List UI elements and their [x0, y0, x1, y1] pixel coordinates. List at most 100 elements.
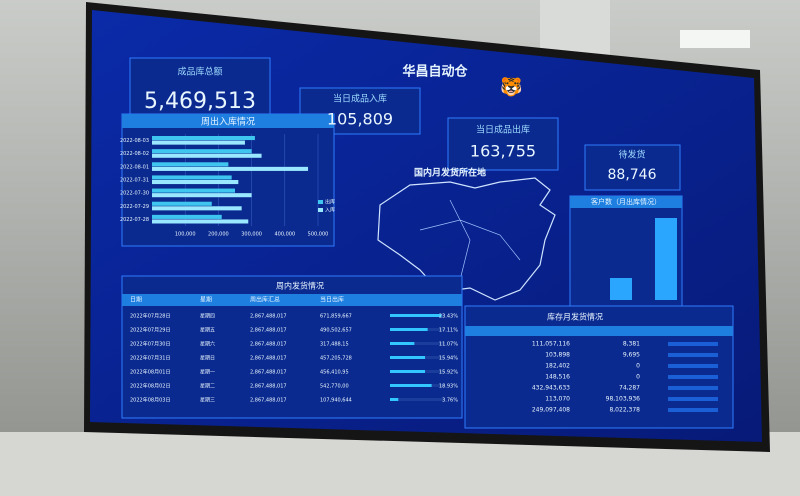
- kpi-card: [447, 117, 559, 171]
- kpi-label: 待发货: [618, 149, 645, 161]
- table-title: 周内发货情况: [276, 281, 324, 291]
- column-header: 日期: [130, 296, 142, 304]
- kpi-label: 当日成品出库: [476, 124, 530, 136]
- x-tick-label: 100,000: [175, 232, 196, 238]
- y-tick-label: 2022-08-03: [120, 138, 149, 144]
- table-cell: 星期一: [200, 370, 215, 376]
- legend-label: 入库: [325, 207, 335, 214]
- table-cell: 0: [636, 363, 640, 370]
- table-cell: 111,057,116: [532, 341, 570, 348]
- table-cell: 2,867,488,017: [250, 342, 287, 348]
- pct-label: 23.43%: [439, 314, 458, 320]
- panel-header: [122, 114, 334, 128]
- map-title: 国内月发货所在地: [414, 167, 486, 179]
- kpi-value: 163,755: [470, 142, 536, 161]
- bar: [152, 162, 229, 167]
- kpi-value: 88,746: [608, 167, 657, 183]
- table-cell: 74,287: [619, 385, 640, 392]
- column-header: 当日出库: [320, 296, 344, 304]
- column-header: 周出库汇总: [250, 296, 280, 304]
- table-cell: 星期二: [200, 384, 215, 390]
- table-cell: 星期五: [200, 328, 215, 334]
- pct-bar: [390, 356, 426, 359]
- customer-bar: [610, 278, 632, 300]
- table-cell: 2022年07月29日: [130, 327, 170, 334]
- pct-label: 11.07%: [439, 342, 458, 348]
- pct-bar: [390, 328, 428, 331]
- y-tick-label: 2022-07-31: [120, 178, 149, 184]
- pct-label: 15.94%: [439, 356, 458, 362]
- table-cell: 2022年07月30日: [130, 341, 170, 348]
- bar: [152, 214, 222, 219]
- table-cell: 456,410,95: [320, 370, 349, 376]
- table-cell: 432,943,633: [532, 385, 570, 392]
- bar: [152, 201, 212, 206]
- kpi-value: 105,809: [327, 110, 393, 129]
- table-cell: 98,103,936: [606, 396, 641, 403]
- x-tick-label: 400,000: [274, 232, 295, 238]
- pct-bar: [390, 314, 442, 317]
- table-cell: 2022年07月31日: [130, 355, 170, 362]
- pct-label: 15.92%: [439, 370, 458, 376]
- table-cell: 182,402: [545, 363, 570, 370]
- bar: [152, 219, 249, 224]
- pct-bar: [390, 342, 415, 345]
- bar: [152, 149, 252, 154]
- table-cell: 2,867,488,017: [250, 370, 287, 376]
- pct-bar: [390, 398, 399, 401]
- table-cell: 107,940,644: [320, 398, 352, 404]
- row-bar: [668, 386, 718, 390]
- bar: [152, 153, 262, 158]
- table-cell: 249,097,408: [532, 407, 570, 414]
- bar: [152, 193, 252, 198]
- table-cell: 2022年07月28日: [130, 313, 170, 320]
- bar: [152, 180, 239, 185]
- table-cell: 2,867,488,017: [250, 314, 287, 320]
- table-cell: 8,381: [623, 341, 640, 348]
- kpi-card: [584, 144, 681, 191]
- pct-label: 18.93%: [439, 384, 458, 390]
- row-bar: [668, 364, 718, 368]
- bar: [152, 140, 245, 145]
- table-cell: 2,867,488,017: [250, 384, 287, 390]
- pct-bar: [390, 384, 432, 387]
- y-tick-label: 2022-08-01: [120, 164, 149, 170]
- table-cell: 9,695: [623, 352, 640, 359]
- y-tick-label: 2022-07-29: [120, 204, 149, 210]
- x-tick-label: 200,000: [208, 232, 229, 238]
- table-header: [122, 294, 462, 306]
- china-map: [377, 177, 556, 301]
- kpi-card: [129, 57, 271, 121]
- kpi-label: 成品库总额: [177, 66, 222, 78]
- row-bar: [668, 342, 718, 346]
- panel-header: [570, 196, 682, 208]
- ceiling-light: [680, 30, 750, 48]
- row-bar: [668, 408, 718, 412]
- table-cell: 0: [636, 374, 640, 381]
- table-cell: 671,859,667: [320, 314, 352, 320]
- y-tick-label: 2022-07-28: [120, 217, 149, 223]
- pct-track: [390, 398, 445, 401]
- table-cell: 星期日: [200, 356, 215, 362]
- bar: [152, 188, 235, 193]
- panel-title: 周出入库情况: [201, 116, 255, 128]
- kpi-value: 5,469,513: [144, 89, 256, 114]
- table-cell: 317,488,15: [320, 342, 349, 348]
- table-cell: 星期四: [200, 314, 215, 320]
- bar: [152, 206, 242, 211]
- table-cell: 星期六: [200, 341, 215, 348]
- kpi-label: 当日成品入库: [333, 93, 387, 105]
- table-cell: 2,867,488,017: [250, 398, 287, 404]
- table-cell: 星期三: [200, 398, 215, 404]
- bar: [152, 166, 309, 171]
- row-bar: [668, 353, 718, 357]
- map-borders: [419, 199, 521, 281]
- table-cell: 148,516: [545, 374, 570, 381]
- bar: [152, 175, 232, 180]
- legend-label: 出库: [325, 199, 335, 206]
- table-cell: 2022年08月03日: [130, 397, 170, 404]
- bar: [152, 136, 255, 141]
- pct-bar: [390, 370, 426, 373]
- table-cell: 103,898: [545, 352, 570, 359]
